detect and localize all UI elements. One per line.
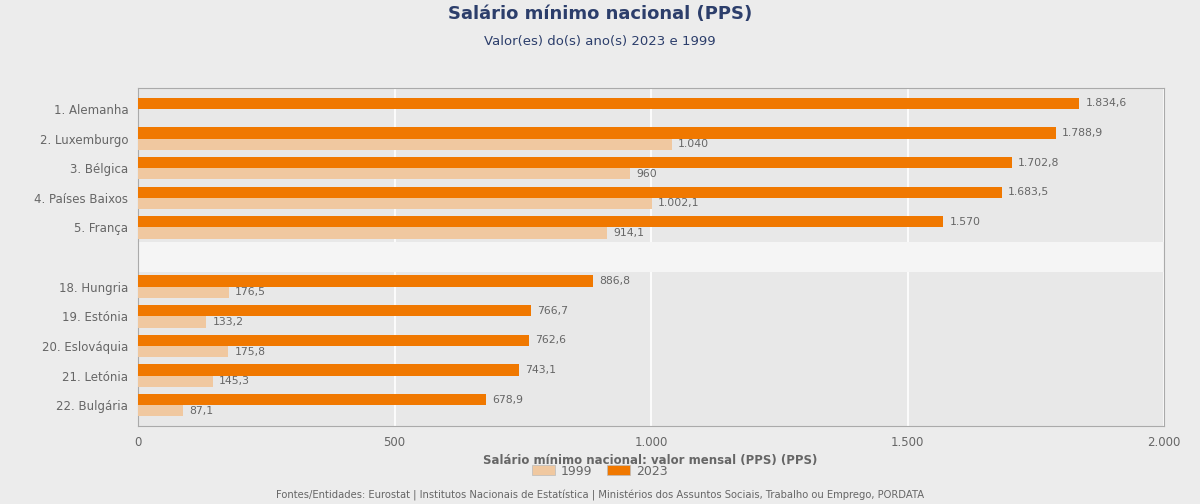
Bar — [138, 335, 529, 346]
Bar — [138, 405, 182, 416]
Bar — [138, 168, 630, 179]
Text: 743,1: 743,1 — [526, 365, 557, 375]
Text: 678,9: 678,9 — [492, 395, 523, 405]
Bar — [138, 157, 1012, 168]
Text: 762,6: 762,6 — [535, 335, 566, 345]
Text: 1.702,8: 1.702,8 — [1018, 158, 1060, 167]
Bar — [138, 242, 1164, 272]
Text: 914,1: 914,1 — [613, 228, 644, 238]
Bar — [138, 128, 1056, 139]
Bar — [138, 375, 212, 387]
Bar — [138, 98, 1079, 109]
Bar — [138, 275, 593, 287]
Bar — [138, 305, 532, 317]
Bar — [138, 157, 1012, 168]
Bar — [138, 375, 212, 387]
Text: 175,8: 175,8 — [234, 347, 265, 356]
Bar — [138, 287, 228, 298]
Bar — [138, 198, 652, 209]
Bar — [138, 317, 206, 328]
Bar — [138, 287, 228, 298]
Text: 1.002,1: 1.002,1 — [659, 199, 700, 209]
Text: 176,5: 176,5 — [235, 287, 265, 297]
Bar — [138, 394, 486, 405]
Text: 1.040: 1.040 — [678, 139, 709, 149]
Text: 960: 960 — [637, 169, 658, 179]
Text: Valor(es) do(s) ano(s) 2023 e 1999: Valor(es) do(s) ano(s) 2023 e 1999 — [484, 35, 716, 48]
Bar — [138, 139, 672, 150]
Bar — [138, 139, 672, 150]
Bar — [138, 335, 529, 346]
Text: 1.834,6: 1.834,6 — [1085, 98, 1127, 108]
Text: 87,1: 87,1 — [188, 406, 212, 416]
Bar — [138, 346, 228, 357]
Text: 1.788,9: 1.788,9 — [1062, 128, 1103, 138]
Bar — [138, 216, 943, 227]
Bar — [138, 227, 607, 239]
Bar — [138, 364, 520, 375]
Text: 1.683,5: 1.683,5 — [1008, 187, 1049, 197]
Bar — [138, 305, 532, 317]
Text: Salário mínimo nacional (PPS): Salário mínimo nacional (PPS) — [448, 5, 752, 23]
Text: 886,8: 886,8 — [599, 276, 630, 286]
Bar — [138, 168, 630, 179]
Bar — [138, 346, 228, 357]
Bar — [138, 186, 1002, 198]
Text: 766,7: 766,7 — [538, 305, 569, 316]
Bar — [138, 405, 182, 416]
Bar — [138, 227, 607, 239]
Bar — [138, 275, 593, 287]
Bar — [138, 364, 520, 375]
Bar — [138, 317, 206, 328]
Text: Fontes/Entidades: Eurostat | Institutos Nacionais de Estatística | Ministérios d: Fontes/Entidades: Eurostat | Institutos … — [276, 490, 924, 501]
Text: Salário mínimo nacional: valor mensal (PPS) (PPS): Salário mínimo nacional: valor mensal (P… — [484, 454, 817, 467]
Text: 133,2: 133,2 — [212, 317, 244, 327]
Bar — [138, 198, 652, 209]
Text: 1.570: 1.570 — [949, 217, 980, 227]
Text: 145,3: 145,3 — [218, 376, 250, 386]
Bar — [138, 128, 1056, 139]
Bar — [138, 98, 1079, 109]
Legend: 1999, 2023: 1999, 2023 — [532, 465, 668, 478]
Bar — [138, 394, 486, 405]
Bar — [138, 186, 1002, 198]
Bar — [138, 216, 943, 227]
